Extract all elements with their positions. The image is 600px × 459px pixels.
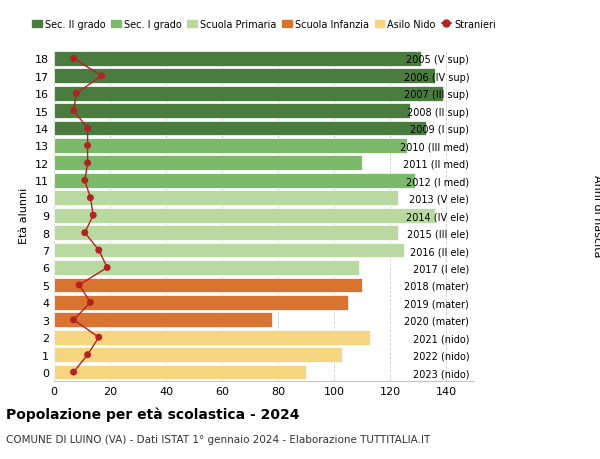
- Bar: [54, 330, 370, 345]
- Bar: [54, 139, 407, 154]
- Bar: [54, 174, 415, 188]
- Point: [69, 316, 79, 324]
- Bar: [54, 278, 362, 293]
- Bar: [54, 87, 443, 101]
- Point: [86, 195, 95, 202]
- Bar: [54, 347, 343, 362]
- Point: [69, 369, 79, 376]
- Y-axis label: Età alunni: Età alunni: [19, 188, 29, 244]
- Bar: [54, 69, 435, 84]
- Bar: [54, 313, 272, 327]
- Bar: [54, 295, 348, 310]
- Text: COMUNE DI LUINO (VA) - Dati ISTAT 1° gennaio 2024 - Elaborazione TUTTITALIA.IT: COMUNE DI LUINO (VA) - Dati ISTAT 1° gen…: [6, 434, 430, 444]
- Point: [94, 334, 104, 341]
- Legend: Sec. II grado, Sec. I grado, Scuola Primaria, Scuola Infanzia, Asilo Nido, Stran: Sec. II grado, Sec. I grado, Scuola Prim…: [28, 16, 500, 34]
- Point: [71, 90, 81, 98]
- Bar: [54, 121, 427, 136]
- Point: [88, 212, 98, 219]
- Point: [80, 230, 89, 237]
- Bar: [54, 365, 306, 380]
- Bar: [54, 261, 359, 275]
- Point: [103, 264, 112, 272]
- Bar: [54, 243, 404, 258]
- Point: [86, 299, 95, 306]
- Point: [97, 73, 106, 80]
- Text: Anni di nascita: Anni di nascita: [592, 174, 600, 257]
- Point: [83, 160, 92, 167]
- Point: [83, 125, 92, 133]
- Bar: [54, 104, 410, 119]
- Point: [69, 108, 79, 115]
- Bar: [54, 191, 398, 206]
- Bar: [54, 226, 398, 241]
- Point: [80, 177, 89, 185]
- Bar: [54, 156, 362, 171]
- Point: [74, 282, 84, 289]
- Bar: [54, 208, 435, 223]
- Bar: [54, 52, 421, 67]
- Point: [94, 247, 104, 254]
- Point: [83, 351, 92, 358]
- Point: [83, 142, 92, 150]
- Text: Popolazione per età scolastica - 2024: Popolazione per età scolastica - 2024: [6, 406, 299, 421]
- Point: [69, 56, 79, 63]
